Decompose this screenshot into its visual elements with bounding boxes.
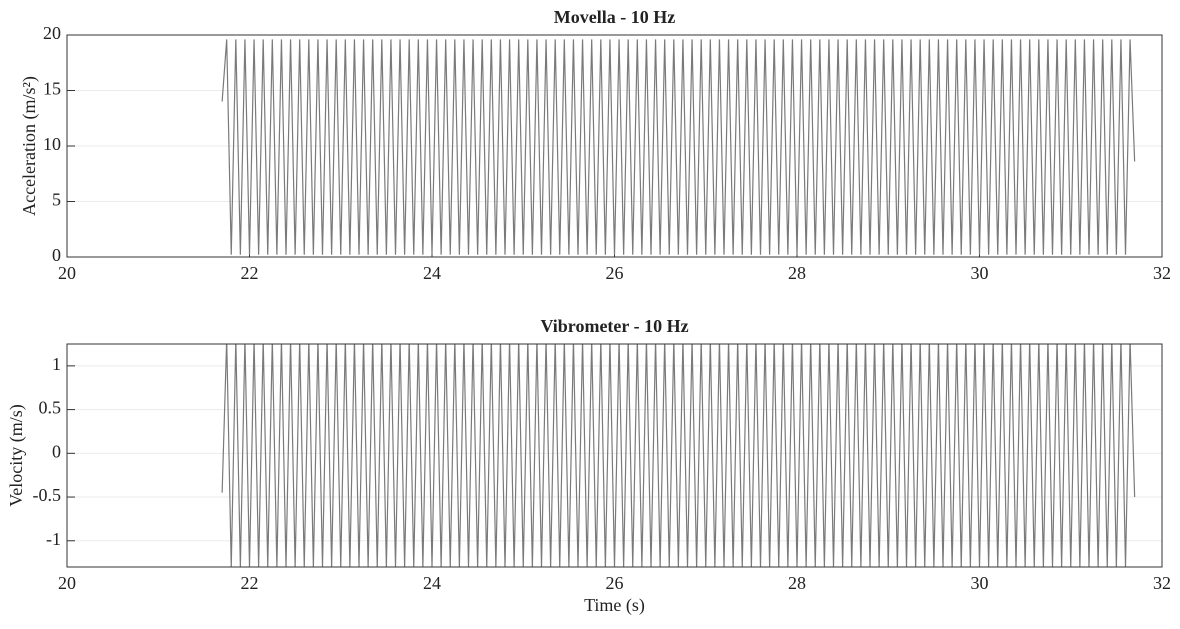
y-axis-label: Acceleration (m/s²) — [19, 76, 40, 216]
y-tick-label: 10 — [43, 134, 61, 154]
x-tick-label: 32 — [1153, 573, 1171, 593]
y-tick-label: 15 — [43, 79, 61, 99]
y-tick-label: -1 — [46, 529, 61, 549]
x-tick-label: 24 — [423, 573, 441, 593]
x-axis-label: Time (s) — [584, 595, 645, 616]
x-tick-label: 20 — [58, 263, 76, 283]
x-tick-label: 28 — [788, 573, 806, 593]
x-tick-label: 22 — [241, 263, 259, 283]
y-tick-label: 0 — [52, 441, 61, 461]
x-tick-label: 20 — [58, 573, 76, 593]
y-tick-label: 0.5 — [39, 398, 62, 418]
x-tick-label: 24 — [423, 263, 441, 283]
x-tick-label: 26 — [606, 263, 624, 283]
x-tick-label: 22 — [241, 573, 259, 593]
y-tick-label: 0 — [52, 245, 61, 265]
y-tick-label: 5 — [52, 190, 61, 210]
y-tick-label: 20 — [43, 23, 61, 43]
axes-box — [66, 34, 1163, 258]
x-tick-label: 32 — [1153, 263, 1171, 283]
signal-line — [221, 344, 1136, 567]
signal-line — [221, 39, 1136, 255]
y-axis-label: Velocity (m/s) — [6, 404, 27, 506]
x-tick-label: 26 — [606, 573, 624, 593]
x-tick-label: 28 — [788, 263, 806, 283]
chart-title: Movella - 10 Hz — [554, 7, 675, 27]
y-tick-label: -0.5 — [33, 485, 62, 505]
x-tick-label: 30 — [971, 573, 989, 593]
y-tick-label: 1 — [52, 354, 61, 374]
x-tick-label: 30 — [971, 263, 989, 283]
axes-box — [66, 343, 1163, 568]
chart-title: Vibrometer - 10 Hz — [540, 316, 688, 336]
